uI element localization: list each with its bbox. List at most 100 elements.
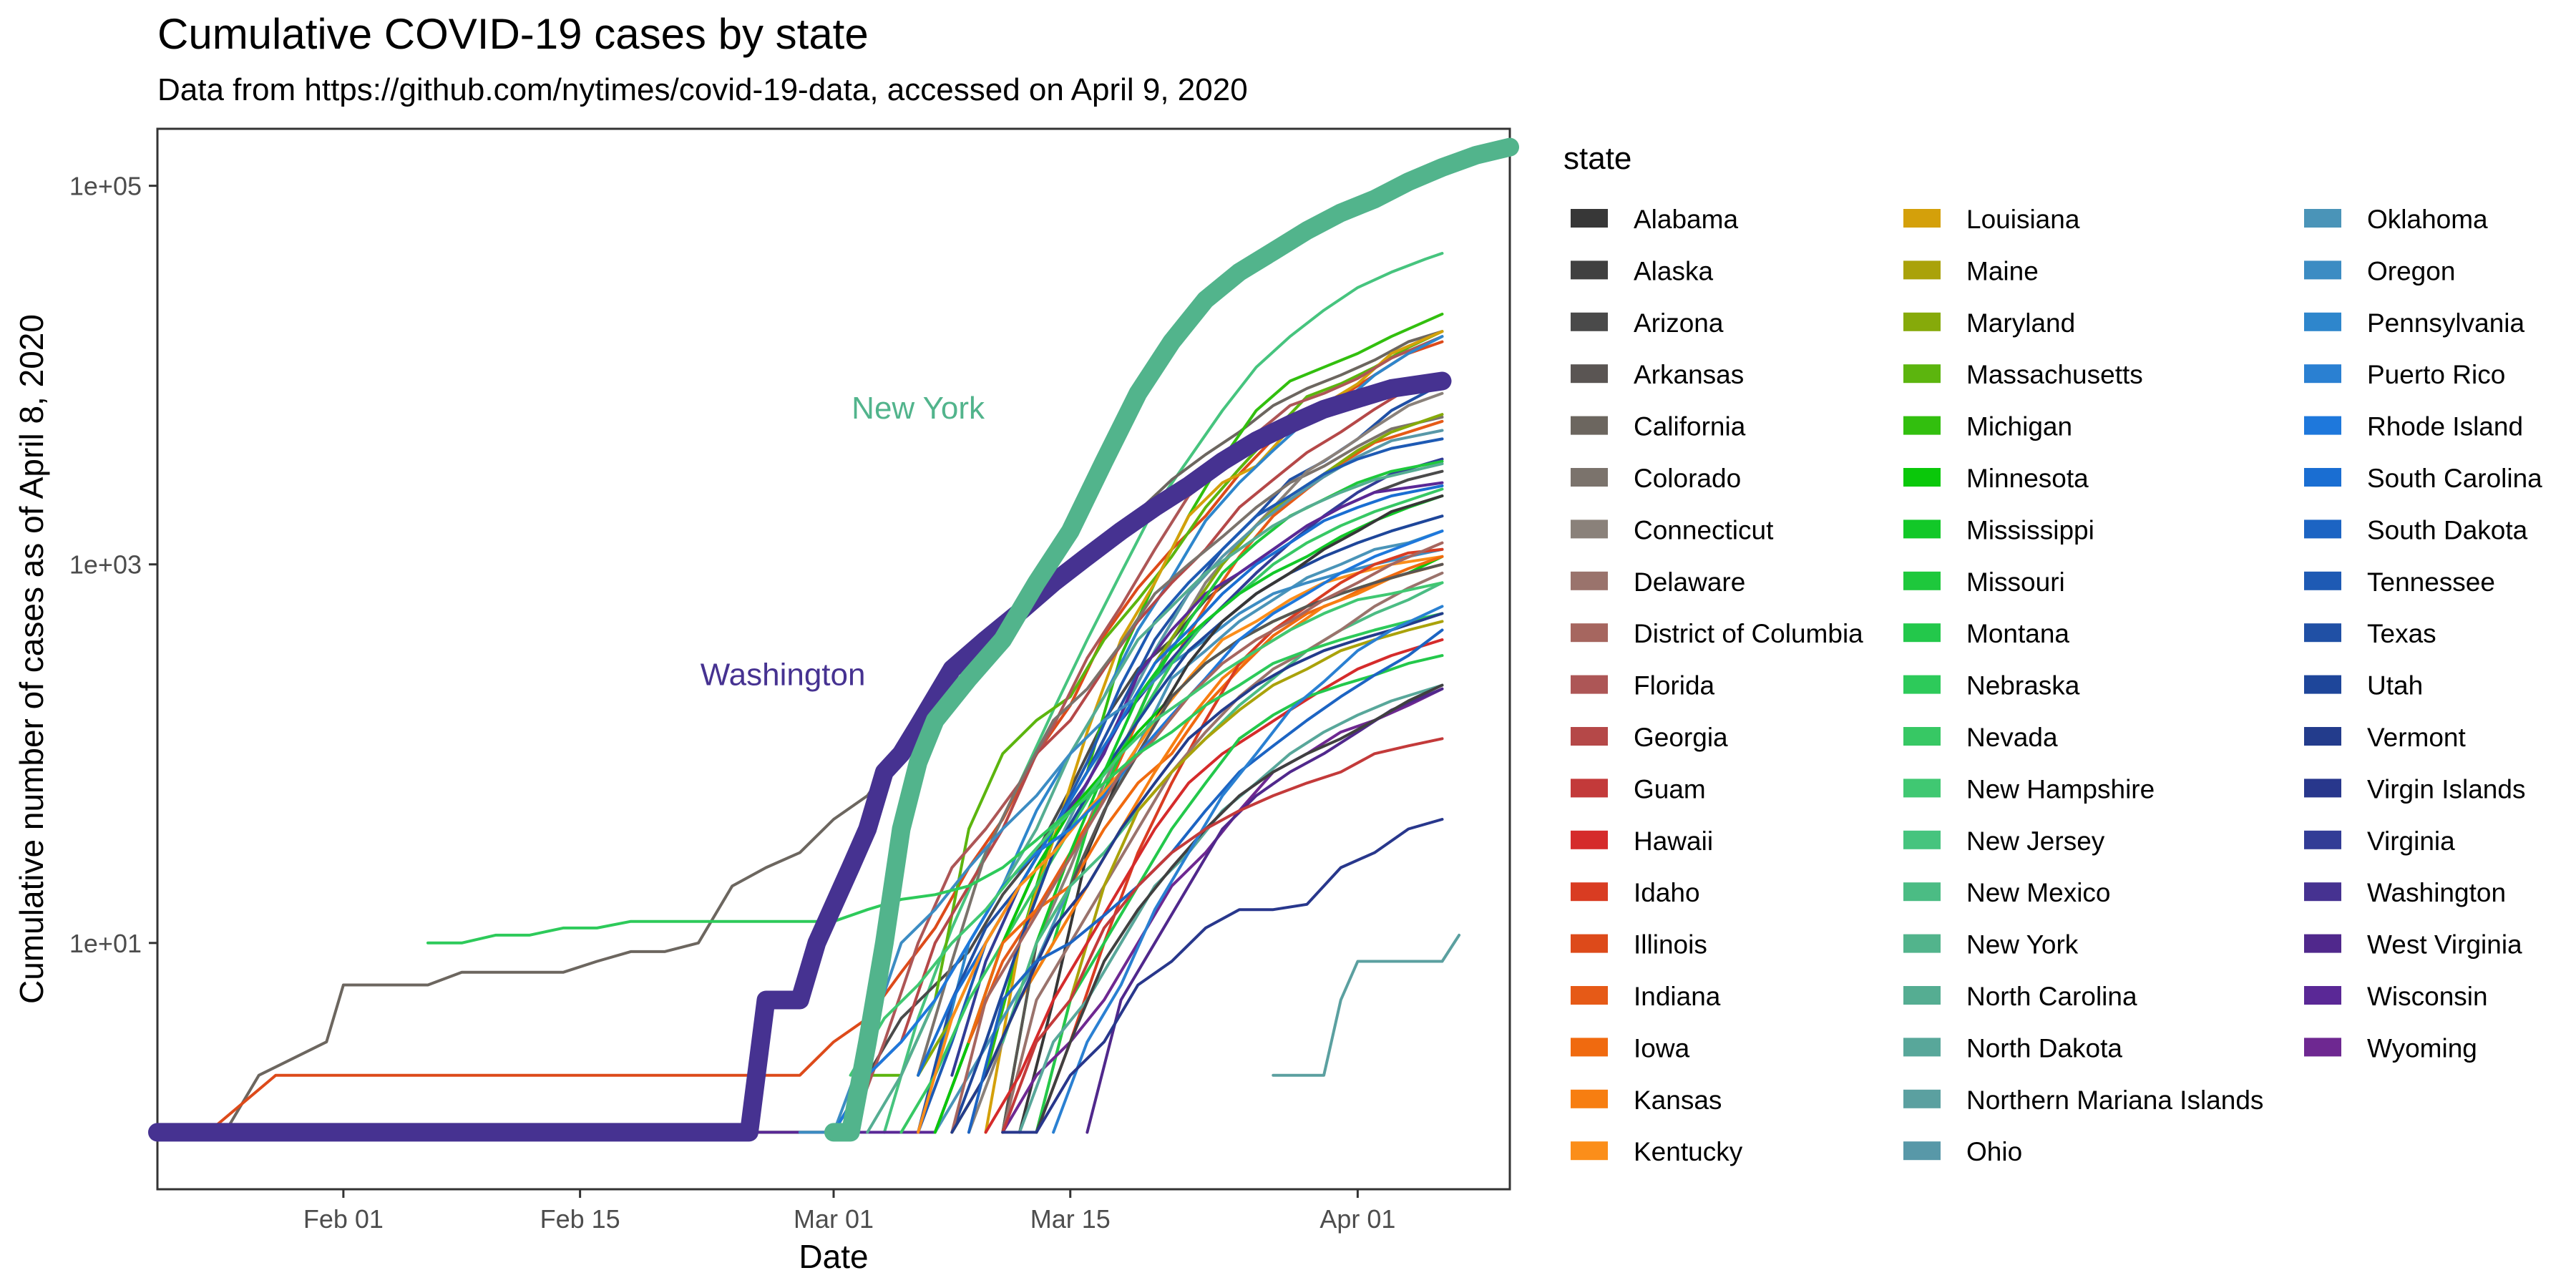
series-line-nebraska <box>426 612 1444 945</box>
legend-label-indiana: Indiana <box>1634 982 1721 1011</box>
legend-key-minnesota <box>1903 468 1941 487</box>
series-line-florida <box>849 335 1444 1134</box>
series-line-alabama <box>1018 494 1444 1134</box>
y-tick-label: 1e+05 <box>69 172 142 201</box>
legend-label-florida: Florida <box>1634 671 1715 701</box>
legend-label-mississippi: Mississippi <box>1966 515 2094 545</box>
legend-label-guam: Guam <box>1634 774 1706 804</box>
legend-label-massachusetts: Massachusetts <box>1966 360 2143 389</box>
series-line-colorado <box>917 415 1444 1077</box>
series-line-northern-mariana-islands <box>1272 933 1461 1077</box>
legend-key-tennessee <box>2304 571 2341 590</box>
legend-items: Alabama Alaska Arizona Arkansas California Co… <box>1571 205 2542 1166</box>
legend-label-maine: Maine <box>1966 256 2039 286</box>
legend-label-idaho: Idaho <box>1634 878 1700 907</box>
legend-label-west-virginia: West Virginia <box>2367 930 2522 960</box>
legend-label-virginia: Virginia <box>2367 826 2455 856</box>
legend-label-north-carolina: North Carolina <box>1966 982 2137 1011</box>
annotation-layer: New York Washington <box>701 391 985 693</box>
legend-key-georgia <box>1571 727 1608 746</box>
legend-key-delaware <box>1571 571 1608 590</box>
legend-key-missouri <box>1903 571 1941 590</box>
y-axis-title: Cumulative number of cases as of April 8… <box>13 314 50 1004</box>
legend-key-texas <box>2304 623 2341 643</box>
legend-key-vermont <box>2304 727 2341 746</box>
legend-label-north-dakota: North Dakota <box>1966 1033 2122 1063</box>
legend-key-arizona <box>1571 312 1608 331</box>
legend-label-texas: Texas <box>2367 619 2436 648</box>
plot-area: New York Washington <box>148 127 1519 1191</box>
legend-key-michigan <box>1903 416 1941 435</box>
legend-label-connecticut: Connecticut <box>1634 515 1774 545</box>
legend-key-wyoming <box>2304 1038 2341 1057</box>
legend-label-south-carolina: South Carolina <box>2367 464 2542 493</box>
legend-key-north-carolina <box>1903 986 1941 1005</box>
legend-key-south-carolina <box>2304 468 2341 487</box>
legend-label-maryland: Maryland <box>1966 308 2075 338</box>
y-tick-label: 1e+01 <box>69 929 142 958</box>
legend-label-oregon: Oregon <box>2367 256 2455 286</box>
legend: state Alabama Alaska Arizona Arkansas Califo… <box>1563 141 2542 1166</box>
legend-label-nebraska: Nebraska <box>1966 671 2080 701</box>
legend-key-nevada <box>1903 727 1941 746</box>
legend-key-new-jersey <box>1903 830 1941 849</box>
legend-label-new-york: New York <box>1966 930 2079 960</box>
legend-key-massachusetts <box>1903 364 1941 384</box>
legend-key-wisconsin <box>2304 986 2341 1005</box>
legend-key-utah <box>2304 675 2341 694</box>
series-line-georgia <box>866 374 1444 1077</box>
legend-label-delaware: Delaware <box>1634 567 1745 597</box>
series-line-utah <box>950 514 1444 1134</box>
series-line-connecticut <box>967 391 1444 1134</box>
legend-label-new-hampshire: New Hampshire <box>1966 774 2155 804</box>
series-line-vermont <box>950 612 1444 1134</box>
legend-key-virginia <box>2304 830 2341 849</box>
legend-label-iowa: Iowa <box>1634 1033 1690 1063</box>
legend-key-illinois <box>1571 934 1608 953</box>
legend-key-hawaii <box>1571 830 1608 849</box>
legend-label-washington: Washington <box>2367 878 2506 907</box>
y-tick-label: 1e+03 <box>69 550 142 580</box>
x-tick-label: Mar 15 <box>1030 1204 1111 1234</box>
chart-title: Cumulative COVID-19 cases by state <box>157 10 869 58</box>
legend-key-west-virginia <box>2304 934 2341 953</box>
chart-subtitle: Data from https://github.com/nytimes/cov… <box>157 72 1248 107</box>
annotation-washington: Washington <box>701 658 866 693</box>
legend-key-colorado <box>1571 468 1608 487</box>
series-line-arkansas <box>1001 562 1444 1134</box>
legend-label-south-dakota: South Dakota <box>2367 515 2528 545</box>
legend-key-puerto-rico <box>2304 364 2341 384</box>
legend-key-guam <box>1571 779 1608 798</box>
legend-key-north-dakota <box>1903 1038 1941 1057</box>
legend-key-pennsylvania <box>2304 312 2341 331</box>
series-line-south-dakota <box>967 628 1444 1134</box>
legend-label-missouri: Missouri <box>1966 567 2065 597</box>
x-tick-label: Apr 01 <box>1319 1204 1395 1234</box>
legend-label-michigan: Michigan <box>1966 412 2072 441</box>
legend-label-district-of-columbia: District of Columbia <box>1634 619 1863 648</box>
legend-label-california: California <box>1634 412 1746 441</box>
x-tick-label: Feb 01 <box>303 1204 384 1234</box>
highlight-layer <box>148 137 1519 1142</box>
legend-key-idaho <box>1571 882 1608 902</box>
legend-key-california <box>1571 416 1608 435</box>
legend-key-virgin-islands <box>2304 779 2341 798</box>
legend-label-kentucky: Kentucky <box>1634 1137 1743 1166</box>
x-tick-label: Mar 01 <box>794 1204 874 1234</box>
x-tick-label: Feb 15 <box>540 1204 620 1234</box>
x-axis-title: Date <box>799 1238 868 1275</box>
series-line-alaska <box>1035 683 1444 1134</box>
legend-label-oklahoma: Oklahoma <box>2367 205 2488 234</box>
legend-key-nebraska <box>1903 675 1941 694</box>
legend-label-northern-mariana-islands: Northern Mariana Islands <box>1966 1085 2263 1115</box>
legend-label-virgin-islands: Virgin Islands <box>2367 774 2525 804</box>
annotation-new-york: New York <box>852 391 985 426</box>
legend-key-montana <box>1903 623 1941 643</box>
legend-label-new-mexico: New Mexico <box>1966 878 2111 907</box>
legend-label-georgia: Georgia <box>1634 723 1728 752</box>
legend-key-connecticut <box>1571 519 1608 539</box>
legend-label-new-jersey: New Jersey <box>1966 826 2105 856</box>
y-axis: 1e+01 1e+03 1e+05 <box>69 172 157 958</box>
legend-key-district-of-columbia <box>1571 623 1608 643</box>
